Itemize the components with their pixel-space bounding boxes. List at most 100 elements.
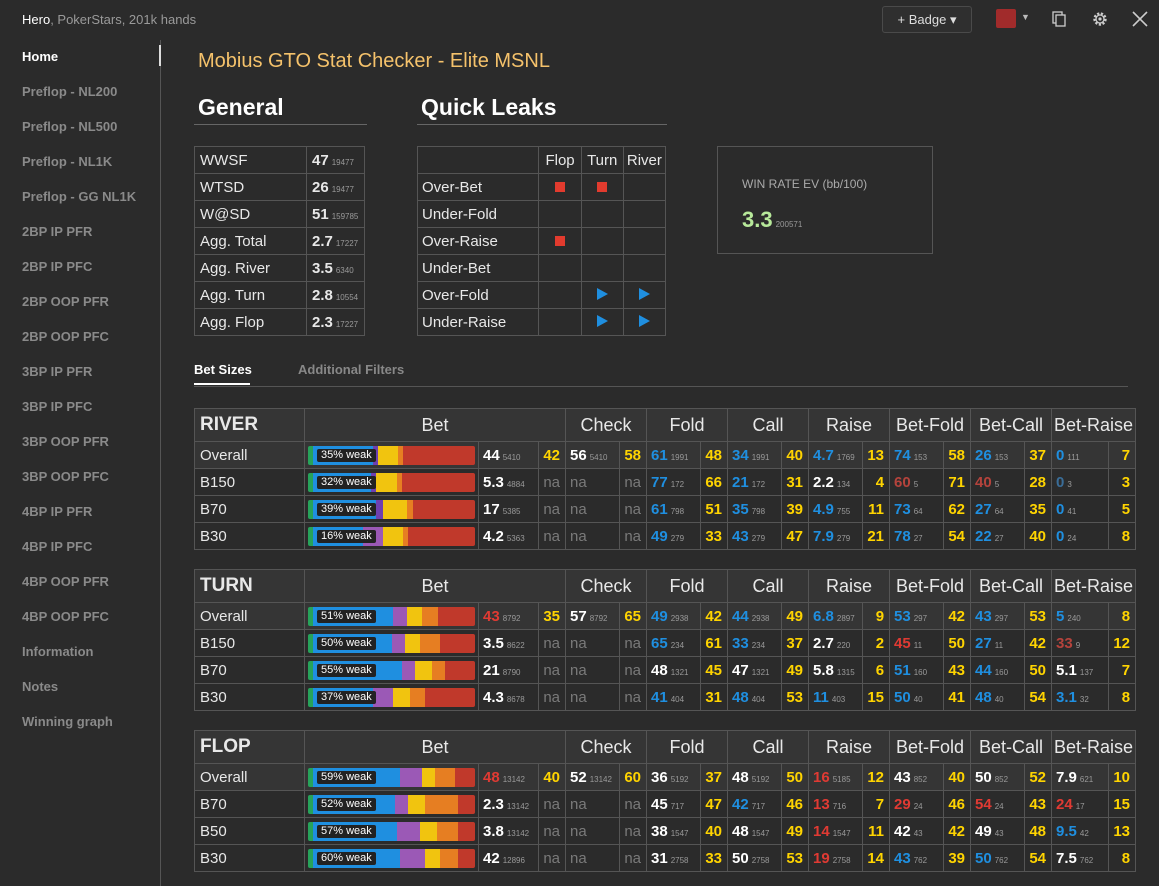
range-bar-segment <box>383 526 404 546</box>
gto-value: na <box>538 844 566 872</box>
sidebar-item[interactable]: 4BP IP PFR <box>22 504 93 519</box>
stat-sample: 762 <box>913 855 928 865</box>
range-bar: 16% weak <box>308 526 475 546</box>
color-swatch[interactable] <box>996 9 1016 28</box>
stat-value: 48 <box>732 768 749 786</box>
sidebar-item[interactable]: 4BP IP PFC <box>22 539 93 554</box>
stat-value: 0 <box>1056 500 1065 518</box>
stat-value-cell: 41 404 <box>646 683 701 711</box>
sidebar-item[interactable]: 3BP IP PFR <box>22 364 93 379</box>
gear-icon[interactable] <box>1091 10 1109 28</box>
street-name: TURN <box>194 569 305 603</box>
sidebar-item[interactable]: Preflop - GG NL1K <box>22 189 137 204</box>
gto-value: 53 <box>781 683 810 711</box>
range-bar-segment <box>403 445 475 465</box>
stat-value: 4.2 <box>483 527 504 545</box>
row-label: B30 <box>194 522 305 550</box>
sidebar-item[interactable]: 2BP IP PFR <box>22 224 93 239</box>
tab-bet-sizes[interactable]: Bet Sizes <box>194 362 252 377</box>
gto-value: na <box>619 790 647 818</box>
street-header-row: RIVER Bet Check Fold Call Raise Bet-Fold Bet-Ca… <box>194 408 1137 442</box>
sidebar-item[interactable]: Preflop - NL500 <box>22 119 118 134</box>
stat-value: 0 <box>1056 473 1065 491</box>
copy-icon[interactable] <box>1050 10 1068 28</box>
sidebar-item[interactable]: Preflop - NL200 <box>22 84 118 99</box>
sidebar-item[interactable]: Home <box>22 49 59 64</box>
stat-value-cell: 16 5185 <box>808 763 864 791</box>
sidebar-item[interactable]: Winning graph <box>22 714 113 729</box>
range-bar-segment <box>308 445 314 465</box>
stat-value: 36 <box>651 768 668 786</box>
gto-value: 5 <box>1108 495 1137 523</box>
stat-sample: 160 <box>913 667 928 677</box>
stat-value-cell: 43 279 <box>727 522 783 550</box>
range-bar-cell: 39% weak <box>304 495 479 523</box>
sidebar-item[interactable]: 2BP OOP PFR <box>22 294 109 309</box>
stat-sample: 852 <box>994 774 1009 784</box>
sidebar-item[interactable]: Information <box>22 644 94 659</box>
gto-value: 37 <box>1024 441 1053 469</box>
stat-sample: 279 <box>670 533 685 543</box>
stat-value-cell: 7.9 621 <box>1051 763 1110 791</box>
stat-sample: 2897 <box>836 613 855 623</box>
range-bar-segment <box>424 794 459 814</box>
range-bar-segment <box>404 633 420 653</box>
stat-sample: 134 <box>836 479 851 489</box>
range-bar-segment <box>403 526 409 546</box>
gto-value: 61 <box>699 629 729 657</box>
quick-leaks-table: Flop Turn River Over-Bet Under-Fold Over-Rais… <box>416 146 667 336</box>
sidebar-item[interactable]: Notes <box>22 679 59 694</box>
sidebar-item[interactable]: 2BP IP PFC <box>22 259 93 274</box>
stat-column-header: Call <box>727 569 810 603</box>
stat-value: 3.1 <box>1056 688 1077 706</box>
stat-value: 0 <box>1056 527 1065 545</box>
close-icon[interactable] <box>1131 10 1149 28</box>
stat-sample: 153 <box>913 452 928 462</box>
stat-value-cell: 22 27 <box>970 522 1026 550</box>
gto-value: 35 <box>538 602 566 630</box>
stat-value-cell: 48 404 <box>727 683 783 711</box>
stat-column-header: Bet-Call <box>970 408 1053 442</box>
stat-column-header: Check <box>565 730 647 764</box>
sidebar-item[interactable]: Preflop - NL1K <box>22 154 113 169</box>
stat-sample: 240 <box>1067 613 1081 623</box>
range-bar-segment <box>308 767 314 787</box>
stat-value: 5.8 <box>813 661 834 679</box>
stat-value-cell: 4.2 5363 <box>478 522 539 550</box>
gto-value: 7 <box>1108 656 1137 684</box>
range-bar-segment <box>458 794 475 814</box>
gto-value: 7 <box>1108 441 1137 469</box>
sidebar-item[interactable]: 4BP OOP PFC <box>22 609 109 624</box>
gto-value: na <box>619 468 647 496</box>
sidebar-item[interactable]: 3BP IP PFC <box>22 399 93 414</box>
stat-value: 6.8 <box>813 607 834 625</box>
stat-label: Agg. Turn <box>194 281 307 309</box>
active-indicator <box>159 45 161 66</box>
sidebar-item[interactable]: 2BP OOP PFC <box>22 329 109 344</box>
general-row: WWSF 47 19477 <box>194 146 365 174</box>
chevron-down-icon[interactable]: ▼ <box>1021 12 1030 22</box>
stat-value-cell: 42 43 <box>889 817 945 845</box>
sidebar-item[interactable]: 4BP OOP PFR <box>22 574 109 589</box>
stat-column-header: Bet-Call <box>970 569 1053 603</box>
add-badge-button[interactable]: + Badge ▾ <box>882 6 972 33</box>
sidebar-item[interactable]: 3BP OOP PFC <box>22 469 109 484</box>
gto-value: 8 <box>1108 522 1137 550</box>
stat-value-cell: 14 1547 <box>808 817 864 845</box>
weak-pill: 32% weak <box>317 475 376 489</box>
stat-sample: 5192 <box>751 774 770 784</box>
row-label: B70 <box>194 656 305 684</box>
stat-value: 48 <box>651 661 668 679</box>
stat-value: 74 <box>894 446 911 464</box>
general-row: Agg. Turn 2.8 10554 <box>194 281 365 309</box>
stat-value: 16 <box>813 768 830 786</box>
leak-cell <box>580 200 624 228</box>
stat-sample: 153 <box>994 452 1009 462</box>
tab-additional-filters[interactable]: Additional Filters <box>298 362 405 377</box>
leak-label: Under-Fold <box>416 200 540 228</box>
stat-column-header: Check <box>565 569 647 603</box>
stat-value-cell: 50 2758 <box>727 844 783 872</box>
sidebar-item[interactable]: 3BP OOP PFR <box>22 434 109 449</box>
range-bar-segment <box>436 821 459 841</box>
weak-pill: 39% weak <box>317 502 376 516</box>
